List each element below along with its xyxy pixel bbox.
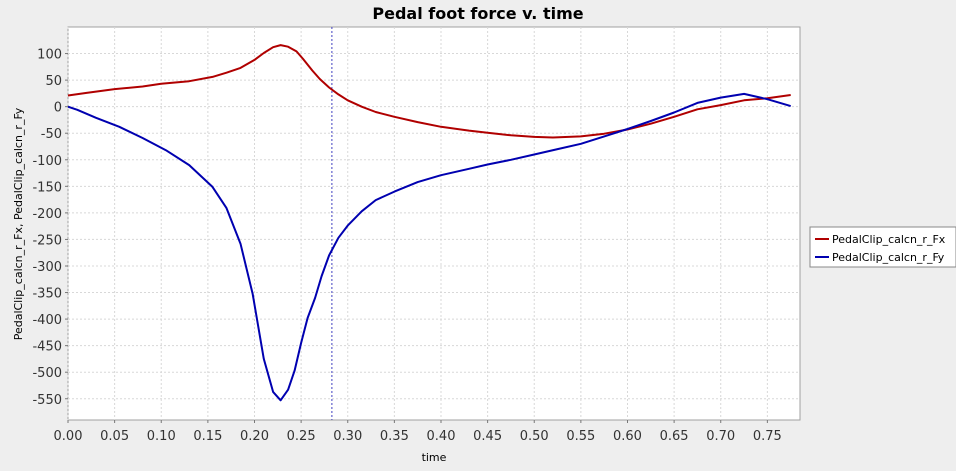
y-tick-label: 0	[54, 101, 62, 116]
y-tick-label: -300	[32, 260, 62, 275]
x-tick-label: 0.20	[240, 429, 269, 444]
x-tick-label: 0.50	[520, 429, 549, 444]
x-tick-label: 0.25	[287, 429, 316, 444]
grid	[67, 27, 800, 420]
plot-area	[67, 26, 801, 421]
y-axis-label: PedalClip_calcn_r_Fx, PedalClip_calcn_r_…	[12, 107, 25, 340]
y-tick-label: -150	[32, 180, 62, 195]
x-tick-label: 0.40	[427, 429, 456, 444]
y-tick-label: -250	[32, 233, 62, 248]
x-tick-label: 0.65	[660, 429, 689, 444]
x-tick-label: 0.70	[706, 429, 735, 444]
series-line-fy	[67, 92, 791, 402]
series-line-fx	[67, 44, 791, 139]
x-tick-label: 0.45	[473, 429, 502, 444]
x-tick-label: 0.75	[753, 429, 782, 444]
y-tick-label: 100	[37, 48, 62, 63]
series-lines	[67, 44, 791, 402]
y-tick-label: -450	[32, 340, 62, 355]
y-tick-label: -550	[32, 393, 62, 408]
y-tick-label: -500	[32, 366, 62, 381]
y-tick-label: -350	[32, 287, 62, 302]
legend-label: PedalClip_calcn_r_Fy	[832, 251, 945, 264]
chart-title: Pedal foot force v. time	[372, 4, 583, 23]
x-tick-label: 0.00	[54, 429, 83, 444]
x-axis-ticks: 0.00 0.05 0.10 0.15 0.20 0.25 0.30 0.35 0.40 0.45…	[54, 420, 782, 444]
x-tick-label: 0.10	[147, 429, 176, 444]
y-axis-ticks: 100 50 0 -50 -100 -150 -200 -250 -300 -350 -400 -45…	[32, 48, 68, 408]
x-tick-label: 0.60	[613, 429, 642, 444]
x-tick-label: 0.05	[100, 429, 129, 444]
y-tick-label: -50	[41, 127, 62, 142]
y-tick-label: -100	[32, 154, 62, 169]
x-tick-label: 0.30	[333, 429, 362, 444]
y-tick-label: -200	[32, 207, 62, 222]
legend-box	[809, 226, 956, 268]
y-tick-label: -400	[32, 313, 62, 328]
legend-label: PedalClip_calcn_r_Fx	[832, 233, 946, 246]
y-tick-label: 50	[45, 74, 62, 89]
legend: PedalClip_calcn_r_Fx PedalClip_calcn_r_Fy	[809, 226, 956, 268]
x-tick-label: 0.55	[566, 429, 595, 444]
x-tick-label: 0.35	[380, 429, 409, 444]
x-axis-label: time	[422, 451, 447, 464]
x-tick-label: 0.15	[193, 429, 222, 444]
